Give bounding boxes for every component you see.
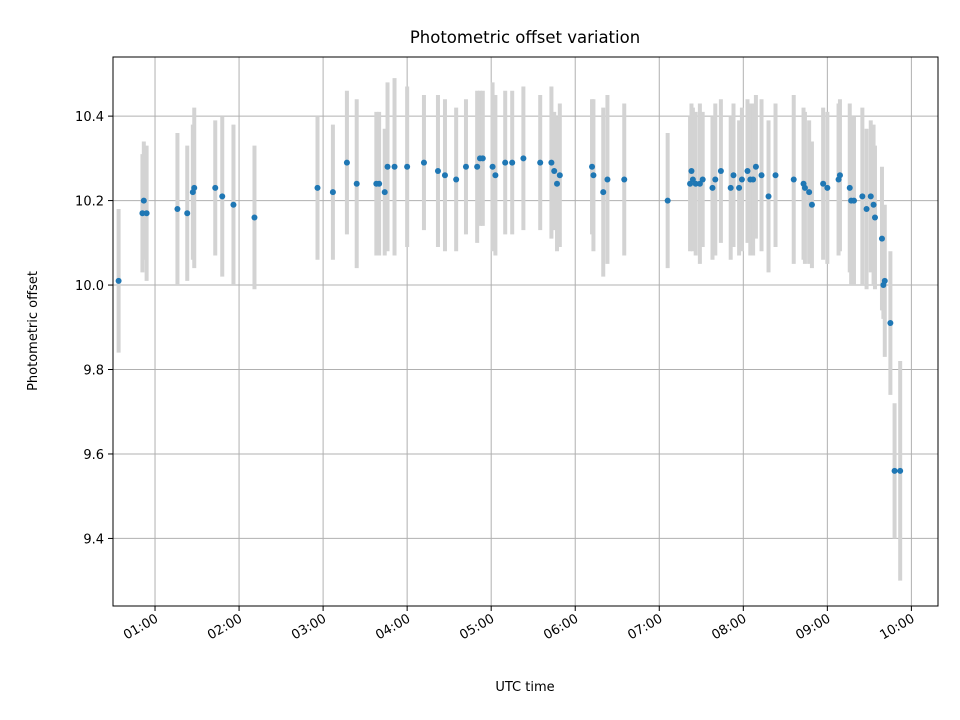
data-point: [502, 159, 509, 166]
data-point: [589, 163, 596, 170]
chart-title: Photometric offset variation: [410, 28, 640, 47]
data-point: [765, 193, 772, 200]
plot-frame: [112, 56, 939, 607]
data-point: [434, 168, 441, 175]
data-point: [688, 168, 695, 175]
data-point: [717, 168, 724, 175]
data-point: [750, 176, 757, 183]
data-point: [551, 168, 558, 175]
data-point: [115, 277, 122, 284]
data-point: [219, 193, 226, 200]
y-tick-label: 10.2: [75, 195, 104, 210]
data-point: [492, 172, 499, 179]
data-point: [184, 210, 191, 217]
data-point: [687, 180, 694, 187]
data-point: [758, 172, 765, 179]
data-point: [730, 172, 737, 179]
data-point: [621, 176, 628, 183]
data-point: [846, 184, 853, 191]
data-point: [230, 201, 237, 208]
data-point: [420, 159, 427, 166]
x-axis-label: UTC time: [495, 680, 554, 695]
data-point: [859, 193, 866, 200]
data-point: [863, 206, 870, 213]
data-point: [850, 197, 857, 204]
data-point: [887, 320, 894, 327]
data-point: [692, 180, 699, 187]
data-point: [554, 180, 561, 187]
data-point: [140, 197, 147, 204]
data-point: [736, 184, 743, 191]
data-point: [871, 214, 878, 221]
data-point: [808, 201, 815, 208]
data-point: [878, 235, 885, 242]
data-point: [212, 184, 219, 191]
data-point: [590, 172, 597, 179]
y-tick-label: 10.0: [75, 279, 104, 294]
data-point: [604, 176, 611, 183]
data-point: [881, 277, 888, 284]
y-tick-label: 9.4: [83, 532, 104, 547]
data-point: [143, 210, 150, 217]
data-point: [441, 172, 448, 179]
data-point: [548, 159, 555, 166]
data-point: [870, 201, 877, 208]
data-point: [520, 155, 527, 162]
y-axis-label: Photometric offset: [26, 271, 41, 391]
data-point: [384, 163, 391, 170]
data-point: [489, 163, 496, 170]
data-point: [381, 189, 388, 196]
data-point: [801, 184, 808, 191]
data-point: [897, 467, 904, 474]
data-point: [343, 159, 350, 166]
data-point: [744, 168, 751, 175]
data-point: [696, 180, 703, 187]
data-point: [329, 189, 336, 196]
y-tick-label: 9.8: [83, 364, 104, 379]
data-point: [453, 176, 460, 183]
data-point: [772, 172, 779, 179]
data-point: [752, 163, 759, 170]
data-point: [824, 184, 831, 191]
y-tick-label: 10.4: [75, 110, 104, 125]
data-point: [709, 184, 716, 191]
data-point: [738, 176, 745, 183]
data-point: [664, 197, 671, 204]
data-point: [556, 172, 563, 179]
data-point: [727, 184, 734, 191]
data-points: [115, 155, 904, 474]
data-point: [191, 184, 198, 191]
data-point: [174, 206, 181, 213]
data-point: [479, 155, 486, 162]
data-point: [806, 189, 813, 196]
data-point: [836, 172, 843, 179]
data-point: [699, 176, 706, 183]
data-point: [314, 184, 321, 191]
data-point: [867, 193, 874, 200]
data-point: [376, 180, 383, 187]
data-point: [391, 163, 398, 170]
data-point: [462, 163, 469, 170]
data-point: [820, 180, 827, 187]
data-point: [689, 176, 696, 183]
data-point: [139, 210, 146, 217]
data-point: [891, 467, 898, 474]
y-tick-label: 9.6: [83, 448, 104, 463]
data-point: [474, 163, 481, 170]
data-point: [537, 159, 544, 166]
data-point: [509, 159, 516, 166]
data-point: [353, 180, 360, 187]
data-point: [790, 176, 797, 183]
data-point: [404, 163, 411, 170]
data-point: [251, 214, 258, 221]
data-point: [712, 176, 719, 183]
data-point: [600, 189, 607, 196]
